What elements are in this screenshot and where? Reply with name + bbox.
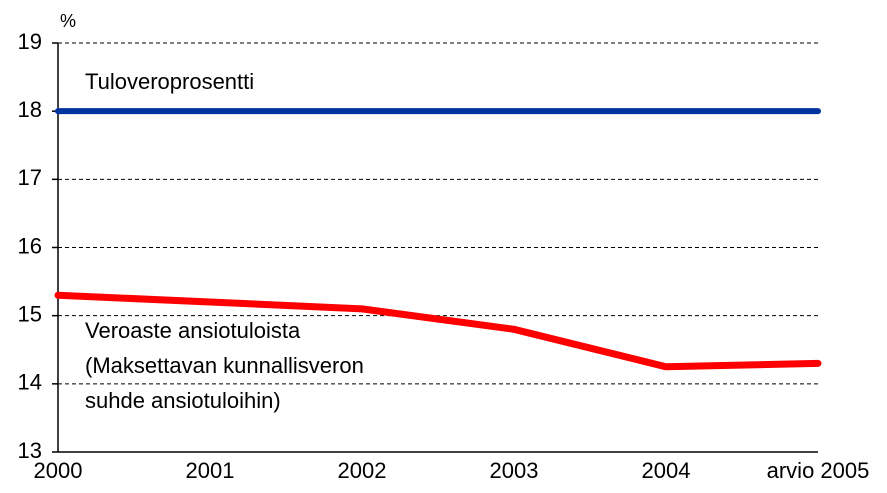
- y-unit-label: %: [60, 11, 76, 31]
- y-tick-label: 16: [18, 233, 42, 258]
- series-label: suhde ansiotuloihin): [85, 388, 281, 413]
- series-label: (Maksettavan kunnallisveron: [85, 353, 364, 378]
- series-label: Tuloveroprosentti: [85, 69, 254, 94]
- y-tick-label: 13: [18, 438, 42, 463]
- series-label: Veroaste ansiotuloista: [85, 318, 301, 343]
- y-tick-label: 17: [18, 165, 42, 190]
- y-tick-label: 14: [18, 370, 42, 395]
- x-tick-label: arvio 2005: [767, 458, 870, 483]
- line-series: [54, 291, 822, 371]
- x-tick-label: 2000: [34, 458, 83, 483]
- x-tick-label: 2002: [338, 458, 387, 483]
- x-tick-label: 2004: [642, 458, 691, 483]
- x-tick-label: 2003: [490, 458, 539, 483]
- x-tick-label: 2001: [186, 458, 235, 483]
- y-tick-label: 18: [18, 97, 42, 122]
- y-tick-label: 15: [18, 301, 42, 326]
- y-tick-label: 19: [18, 29, 42, 54]
